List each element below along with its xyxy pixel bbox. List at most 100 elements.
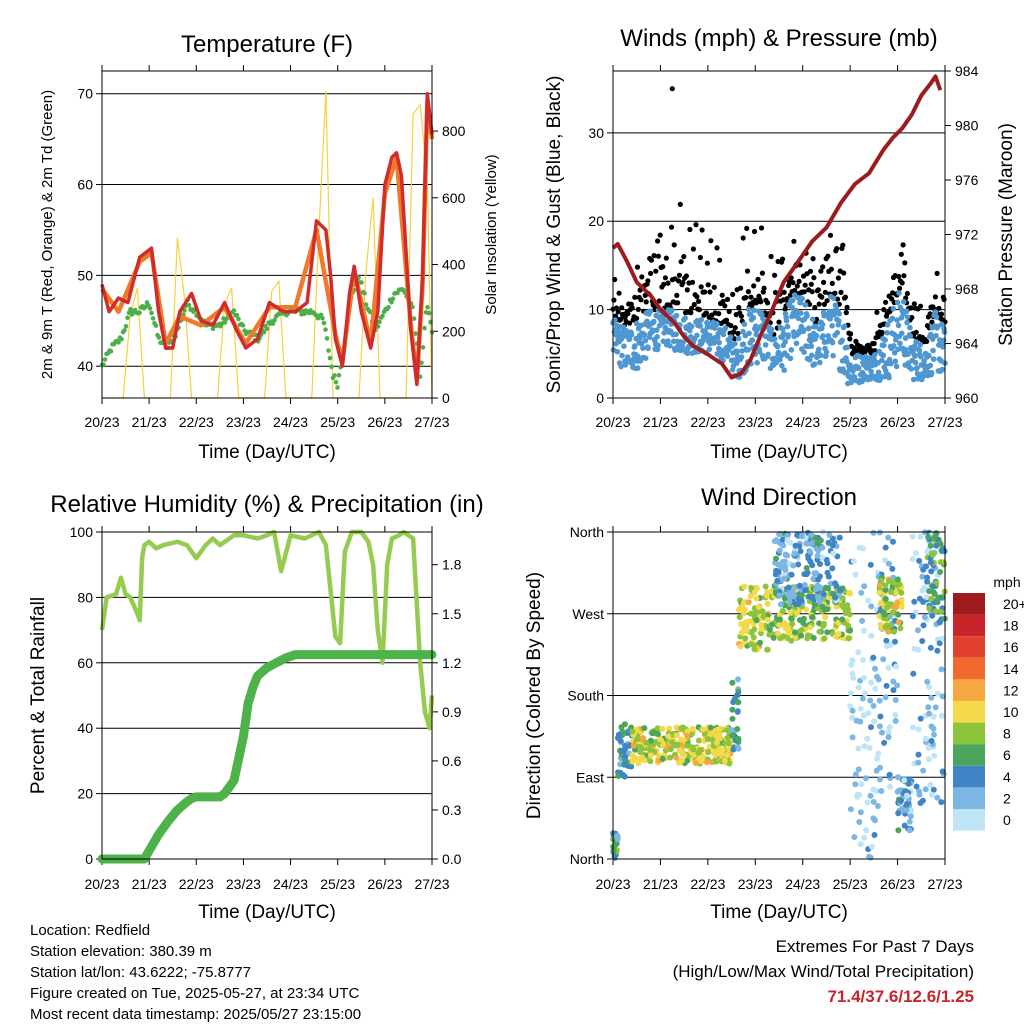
direction-point [647,758,654,765]
gust-point [691,301,697,308]
wind-point [912,359,919,366]
direction-point [707,724,714,731]
direction-point [734,691,741,698]
wind-point [881,342,887,349]
direction-point [803,565,810,571]
direction-point [874,803,881,809]
direction-point [871,718,878,725]
gust-point [736,304,742,311]
gust-point [616,290,622,296]
direction-point [794,532,801,539]
direction-point [911,598,918,605]
chart-title: Winds (mph) & Pressure (mb) [620,25,937,52]
direction-point [684,757,691,764]
direction-point [926,588,933,595]
direction-point [684,732,691,739]
direction-point [832,594,839,601]
colorbar-label: 18 [1003,618,1019,634]
direction-point [876,697,883,704]
wind-point [781,367,787,373]
direction-point [786,598,793,605]
direction-point [924,678,931,685]
y-axis-label: Percent & Total Rainfall [28,597,49,794]
gust-point [726,308,732,315]
gust-point [675,278,682,284]
direction-points [610,529,948,861]
direction-point [780,633,787,640]
y-tick-label: 40 [77,720,93,736]
wind-point [653,327,660,334]
gust-point [707,289,713,295]
gust-point [678,259,684,265]
x-axis-label: Time (Day/UTC) [710,442,848,463]
direction-point [667,746,674,753]
direction-point [647,752,654,759]
direction-point [913,783,920,790]
extremes-heading: Extremes For Past 7 Days [775,937,974,956]
dewpoint-point [156,335,162,340]
y-axis-label: 2m & 9m T (Red, Orange) & 2m Td (Green) [39,90,56,379]
gust-point [792,287,798,294]
gust-point [676,272,683,278]
wind-point [868,368,874,375]
gust-point [814,316,820,322]
gust-point [929,319,935,325]
gust-point [714,245,720,251]
direction-point [665,733,672,740]
wind-point [895,322,902,329]
direction-point [921,614,928,621]
direction-point [877,713,884,720]
direction-point [892,712,899,718]
wind-point [784,323,791,330]
direction-point [753,595,760,602]
wind-point [655,342,661,349]
gust-point [938,311,945,317]
colorbar-swatch [953,679,985,701]
direction-point [927,542,934,549]
direction-point [748,584,755,591]
dewpoint-point [236,316,241,322]
direction-point [864,799,871,806]
gust-point [669,86,675,92]
dewpoint-point [231,308,237,313]
gust-point [635,306,641,312]
wind-point [940,337,947,344]
direction-point [713,739,720,746]
wind-point [667,343,673,349]
direction-point [938,712,945,719]
direction-point [849,670,856,677]
series-total-precipitation [97,650,437,864]
gust-point [681,254,687,260]
x-tick-label: 20/23 [84,876,119,892]
direction-point [892,718,899,724]
wind-point [753,323,759,330]
direction-point [738,629,745,636]
wind-point [894,299,901,306]
direction-point [882,582,889,589]
wind-point [829,323,835,329]
gust-point [684,287,690,293]
wind-point [642,337,649,344]
gust-point [618,316,624,322]
gust-point [838,289,844,295]
direction-point [846,611,853,618]
direction-point [709,737,716,744]
wind-point [740,341,747,348]
direction-point [870,815,877,822]
dewpoint-point [389,300,394,305]
x-tick-label: 22/23 [690,414,725,430]
direction-point [855,649,862,656]
gust-point [648,270,654,276]
direction-point [817,561,823,567]
direction-point [621,761,628,768]
gust-point [711,284,717,290]
direction-point [920,622,927,629]
gust-point [662,275,669,281]
panel-2: 0 20 40 60 80 100 0.0 0.3 0.6 0.9 1.2 1.5 1.8 20/23 21… [28,491,484,923]
direction-point [684,742,691,749]
direction-point [724,727,731,734]
dewpoint-point [102,357,108,362]
dewpoint-point [413,331,418,336]
gust-point [796,278,802,284]
dewpoint-point [362,291,367,296]
